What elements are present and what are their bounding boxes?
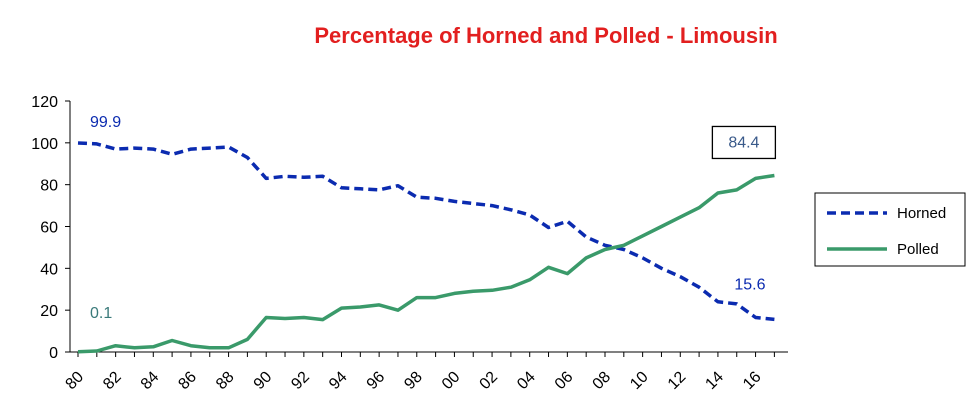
x-tick-label: 06 [552, 368, 577, 393]
legend-label-horned: Horned [897, 205, 946, 222]
chart-series [77, 141, 775, 354]
y-tick-label: 0 [49, 345, 58, 362]
data-label: 84.4 [728, 134, 759, 151]
data-label-box [711, 125, 777, 160]
x-tick-label: 96 [364, 368, 389, 393]
x-tick-label: 04 [514, 368, 539, 393]
y-tick-label: 80 [40, 178, 58, 195]
x-tick-label: 92 [288, 368, 313, 393]
y-tick-label: 60 [40, 220, 58, 237]
data-label: 15.6 [734, 276, 765, 293]
legend-box [814, 192, 966, 267]
legend-label-polled: Polled [897, 241, 939, 258]
x-tick-label: 98 [401, 368, 426, 393]
x-tick-label: 90 [251, 368, 276, 393]
y-tick-label: 120 [31, 94, 58, 111]
x-tick-label: 94 [326, 368, 351, 393]
x-tick-label: 08 [590, 368, 615, 393]
x-tick-label: 84 [138, 368, 163, 393]
x-tick-label: 02 [477, 368, 502, 393]
series-line-polled [77, 173, 775, 354]
y-tick-label: 40 [40, 261, 58, 278]
x-tick-label: 16 [740, 368, 765, 393]
x-tick-label: 12 [665, 368, 690, 393]
x-tick-label: 00 [439, 368, 464, 393]
chart-annotations: 99.9 0.1 84.4 15.6 [90, 114, 777, 322]
chart-title: Percentage of Horned and Polled - Limous… [314, 23, 777, 48]
x-tick-label: 88 [213, 368, 238, 393]
chart-legend: Horned Polled [814, 192, 966, 267]
x-tick-label: 86 [175, 368, 200, 393]
data-label: 99.9 [90, 114, 121, 131]
y-tick-label: 100 [31, 136, 58, 153]
y-tick-label: 20 [40, 303, 58, 320]
data-label: 0.1 [90, 305, 112, 322]
series-line-horned [77, 141, 775, 322]
x-tick-label: 80 [63, 368, 88, 393]
x-tick-label: 10 [627, 368, 652, 393]
x-tick-label: 14 [702, 368, 727, 393]
x-tick-label: 82 [100, 368, 125, 393]
